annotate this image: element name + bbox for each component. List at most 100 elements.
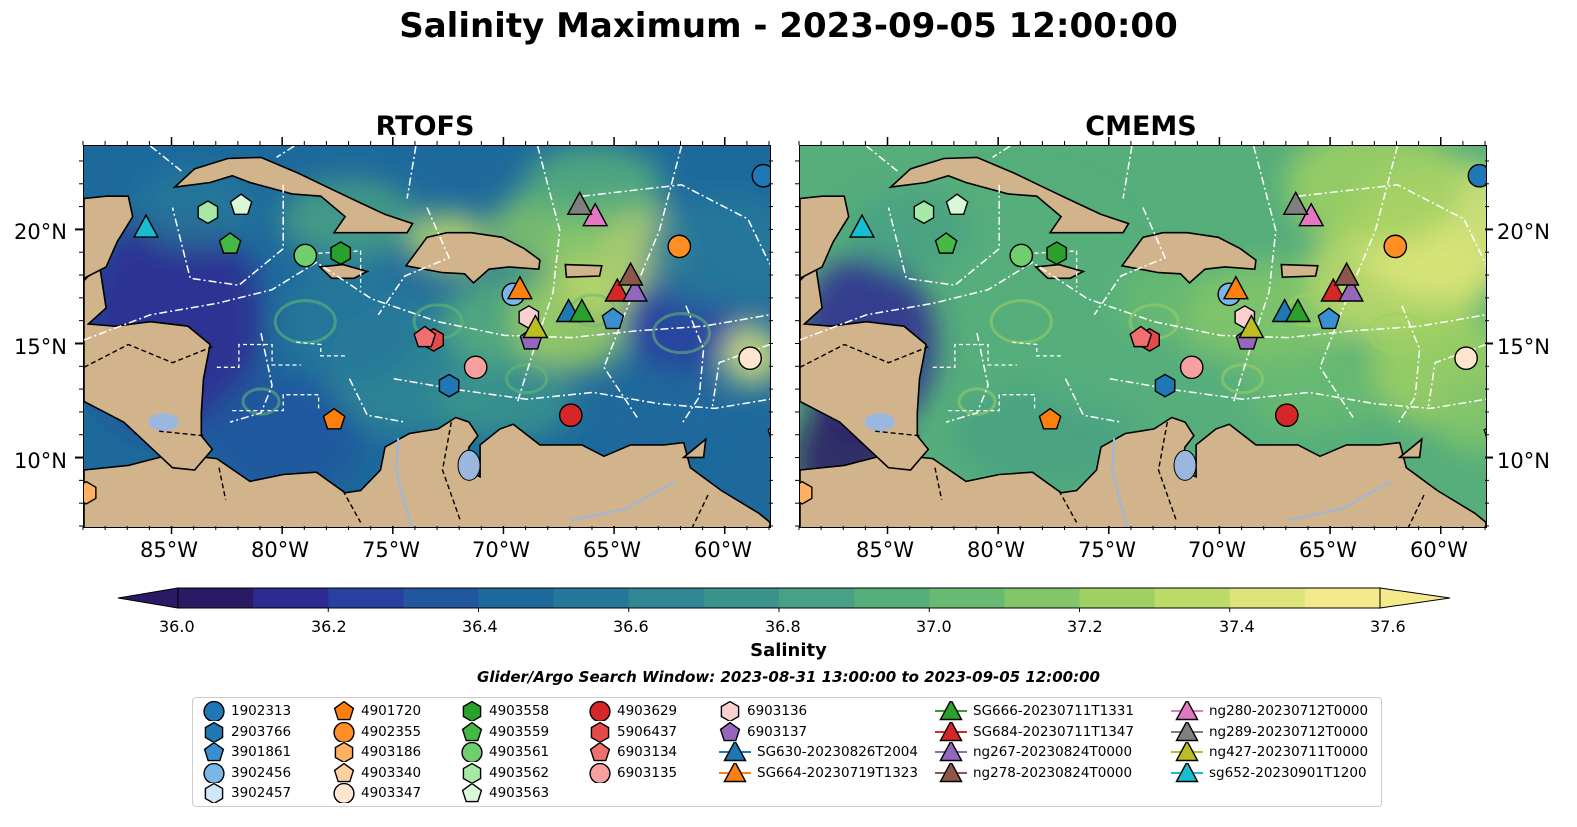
- triangle-marker-icon: [719, 742, 751, 762]
- marker-4903562: [913, 200, 935, 225]
- lon-label-right-85: 85°W: [856, 538, 914, 562]
- marker-4901720: [1038, 407, 1062, 430]
- circle-marker-icon: [333, 721, 355, 742]
- page-title: Salinity Maximum - 2023-09-05 12:00:00: [399, 6, 1178, 46]
- colorbar-tick-36-2: 36.2: [311, 617, 347, 636]
- marker-ng278-20230824T0000: [617, 261, 644, 286]
- salinity-map-cmems: [800, 146, 1486, 527]
- legend-item: 4903347: [333, 783, 421, 803]
- map-panel-rtofs: [83, 145, 771, 528]
- legend-item: 3902457: [203, 783, 291, 803]
- legend-item: ng280-20230712T0000: [1171, 701, 1368, 721]
- legend-item: sg652-20230901T1200: [1171, 762, 1367, 783]
- legend-item: SG664-20230719T1323: [719, 762, 918, 783]
- marker-4902355: [667, 234, 692, 259]
- triangle-marker-icon: [935, 762, 967, 782]
- marker-4901720: [322, 407, 346, 430]
- legend-item: ng278-20230824T0000: [935, 762, 1133, 783]
- circle-marker-icon: [589, 762, 611, 783]
- pentagon-marker-icon: [333, 762, 355, 782]
- hexagon-marker-icon: [462, 701, 482, 721]
- hexagon-marker-icon: [204, 721, 224, 742]
- marker-ng427-20230711T0000: [522, 314, 549, 339]
- legend-item: 6903134: [589, 742, 677, 762]
- circle-marker-icon: [203, 762, 225, 783]
- legend-label: 6903134: [617, 744, 678, 760]
- colorbar-segment: [779, 588, 855, 608]
- legend-label: 4903562: [489, 764, 550, 781]
- legend-item: 1902313: [203, 701, 291, 721]
- marker-4903186: [800, 480, 813, 505]
- legend-label: 6903137: [747, 723, 808, 740]
- marker-4903562: [197, 200, 219, 225]
- colorbar-segment: [403, 588, 480, 608]
- legend-item: 3901861: [203, 742, 291, 762]
- marker-4903629: [1274, 403, 1299, 428]
- circle-marker-icon: [203, 701, 225, 721]
- hexagon-marker-icon: [334, 742, 354, 762]
- pentagon-marker-icon: [589, 742, 611, 762]
- legend-label: sg652-20230901T1200: [1209, 764, 1367, 781]
- marker-1902313: [751, 163, 770, 188]
- legend-item: SG684-20230711T1347: [935, 721, 1134, 742]
- legend-item: 6903135: [589, 762, 677, 783]
- legend-label: ng278-20230824T0000: [973, 764, 1133, 781]
- marker-4903558: [330, 241, 352, 266]
- marker-6903135: [1179, 355, 1204, 380]
- lon-label-left-80: 80°W: [251, 538, 309, 562]
- lat-label-left-10: 10°N: [14, 449, 67, 473]
- colorbar-segment: [929, 588, 1005, 608]
- marker-4902355: [1383, 234, 1408, 259]
- colorbar-tick-36-0: 36.0: [159, 617, 195, 636]
- colorbar-tick-36-4: 36.4: [462, 617, 498, 636]
- panel-title-rtofs: RTOFS: [375, 111, 475, 142]
- marker-SG666-20230711T1331: [1284, 298, 1311, 323]
- triangle-marker-icon: [1171, 742, 1203, 762]
- legend-label: SG684-20230711T1347: [973, 723, 1134, 740]
- triangle-marker-icon: [935, 701, 967, 721]
- colorbar-segment: [1004, 588, 1081, 608]
- legend-item: 2903766: [203, 721, 291, 742]
- marker-4903347: [1454, 346, 1478, 371]
- marker-4903347: [738, 346, 762, 371]
- legend-label: 4903186: [361, 744, 422, 760]
- lon-label-right-75: 75°W: [1078, 538, 1136, 562]
- triangle-marker-icon: [1171, 762, 1203, 782]
- marker-6903135: [463, 355, 488, 380]
- legend-item: 4903559: [461, 721, 549, 742]
- legend-label: 4903340: [361, 764, 422, 781]
- legend-item: 4903563: [461, 783, 549, 803]
- legend-item: ng427-20230711T0000: [1171, 742, 1368, 762]
- colorbar-segment: [328, 588, 404, 608]
- triangle-marker-icon: [935, 742, 967, 762]
- legend-item: 4903629: [589, 701, 677, 721]
- legend-label: SG666-20230711T1331: [973, 703, 1134, 719]
- marker-4903186: [84, 480, 97, 505]
- marker-SG684-20230711T1347: [604, 277, 631, 302]
- legend-label: 4903558: [489, 703, 550, 719]
- legend-label: 3902457: [231, 785, 292, 801]
- marker-4903559: [934, 232, 958, 254]
- legend-item: 6903137: [719, 721, 808, 742]
- colorbar-tick-36-8: 36.8: [765, 617, 801, 636]
- pentagon-marker-icon: [461, 783, 483, 803]
- circle-marker-icon: [589, 701, 611, 721]
- hexagon-marker-icon: [462, 762, 482, 783]
- search-window-caption: Glider/Argo Search Window: 2023-08-31 13…: [477, 668, 1100, 686]
- legend-label: 4903561: [489, 744, 550, 760]
- legend-item: 3902456: [203, 762, 292, 783]
- marker-3901861: [1317, 307, 1341, 330]
- marker-ng427-20230711T0000: [1238, 314, 1265, 339]
- colorbar-tick-37-6: 37.6: [1370, 617, 1406, 636]
- lon-label-left-60: 60°W: [694, 538, 752, 562]
- marker-4903563: [229, 193, 253, 216]
- legend-item: 4903561: [461, 742, 549, 762]
- marker-SG684-20230711T1347: [1320, 277, 1347, 302]
- legend: 1902313 2903766 3901861 3902456 3902457 49017…: [192, 697, 1382, 807]
- legend-label: 3902456: [231, 764, 292, 781]
- marker-3901861: [601, 307, 625, 330]
- lat-label-left-15: 15°N: [14, 335, 67, 359]
- marker-4903629: [558, 403, 583, 428]
- marker-4903563: [945, 193, 969, 216]
- colorbar-segment: [628, 588, 705, 608]
